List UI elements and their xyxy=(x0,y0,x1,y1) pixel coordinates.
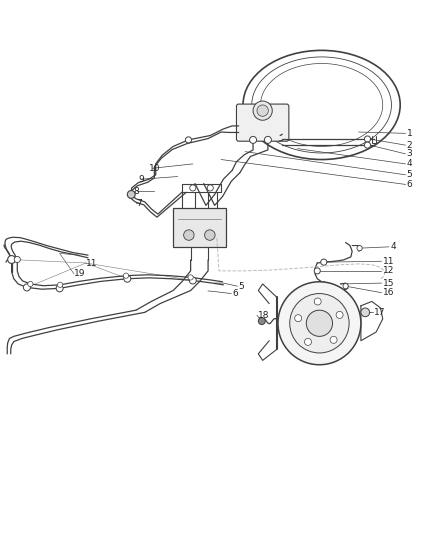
Circle shape xyxy=(295,314,302,321)
Text: 10: 10 xyxy=(149,164,161,173)
Circle shape xyxy=(28,281,33,287)
Circle shape xyxy=(127,190,135,198)
Circle shape xyxy=(364,136,371,142)
FancyBboxPatch shape xyxy=(173,207,226,247)
Circle shape xyxy=(207,185,213,191)
Circle shape xyxy=(23,284,30,291)
Text: 17: 17 xyxy=(374,308,385,317)
Circle shape xyxy=(314,268,320,274)
Circle shape xyxy=(205,230,215,240)
Circle shape xyxy=(336,311,343,318)
Text: 2: 2 xyxy=(407,141,412,150)
Circle shape xyxy=(343,284,348,289)
Text: 4: 4 xyxy=(390,243,396,252)
Text: 16: 16 xyxy=(383,288,394,297)
Text: 19: 19 xyxy=(74,269,85,278)
Circle shape xyxy=(57,282,63,287)
Text: 8: 8 xyxy=(134,187,140,196)
Circle shape xyxy=(189,277,196,284)
Text: 11: 11 xyxy=(86,259,97,268)
Circle shape xyxy=(361,308,370,317)
Circle shape xyxy=(258,318,265,325)
Circle shape xyxy=(188,275,193,280)
Text: 18: 18 xyxy=(258,311,270,320)
FancyBboxPatch shape xyxy=(237,104,289,141)
Circle shape xyxy=(185,137,191,143)
Circle shape xyxy=(357,246,362,251)
Circle shape xyxy=(306,310,332,336)
Circle shape xyxy=(190,185,196,191)
Circle shape xyxy=(257,105,268,116)
Text: 7: 7 xyxy=(136,199,142,208)
Circle shape xyxy=(321,259,327,265)
Text: 12: 12 xyxy=(383,266,394,276)
Circle shape xyxy=(364,142,371,148)
Text: 4: 4 xyxy=(407,159,412,168)
Text: 15: 15 xyxy=(383,279,394,288)
Text: 1: 1 xyxy=(407,129,413,138)
Circle shape xyxy=(124,275,131,282)
Circle shape xyxy=(314,298,321,305)
Circle shape xyxy=(265,136,272,143)
Circle shape xyxy=(14,256,20,263)
Text: 3: 3 xyxy=(407,149,413,158)
Circle shape xyxy=(330,336,337,343)
Circle shape xyxy=(278,282,361,365)
Circle shape xyxy=(304,338,311,345)
Text: 11: 11 xyxy=(383,257,394,266)
Text: 5: 5 xyxy=(407,171,413,179)
Circle shape xyxy=(124,273,129,278)
Circle shape xyxy=(250,136,257,143)
Circle shape xyxy=(184,230,194,240)
Text: 9: 9 xyxy=(138,175,144,184)
Text: 6: 6 xyxy=(232,289,238,298)
Circle shape xyxy=(253,101,272,120)
Circle shape xyxy=(8,256,15,263)
Text: 6: 6 xyxy=(407,180,413,189)
Text: 5: 5 xyxy=(239,281,244,290)
Circle shape xyxy=(290,294,349,353)
Circle shape xyxy=(56,285,63,292)
